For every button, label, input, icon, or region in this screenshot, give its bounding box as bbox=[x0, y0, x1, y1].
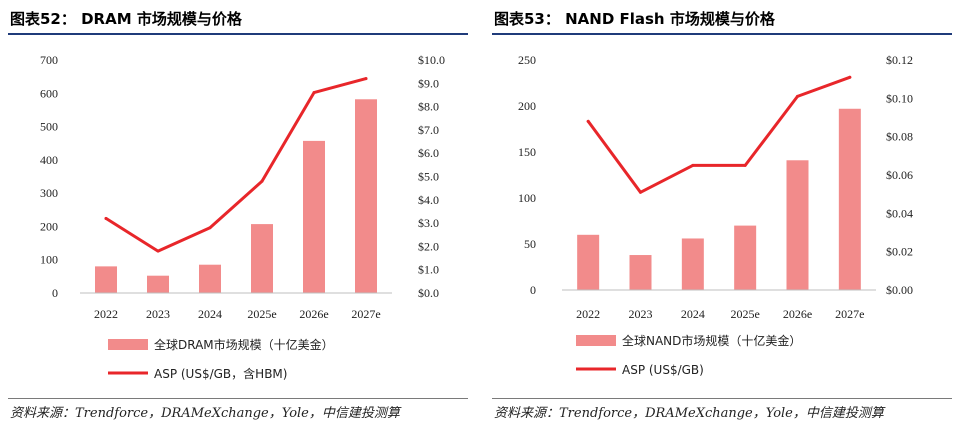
nand-chart: 250 200 150 100 50 0 $0.12 $0.10 $0.08 $0.06 $0.04… bbox=[518, 53, 913, 377]
y-right-tick-label: $0.02 bbox=[886, 245, 913, 259]
y-right-tick-label: $6.0 bbox=[418, 146, 439, 160]
asp-point bbox=[743, 163, 747, 167]
asp-point bbox=[691, 163, 695, 167]
asp-point bbox=[104, 216, 108, 220]
bar bbox=[734, 225, 757, 290]
asp-point bbox=[639, 190, 642, 194]
asp-point bbox=[260, 179, 264, 183]
figure-title: 图表53： NAND Flash 市场规模与价格 bbox=[494, 10, 775, 28]
y-left-tick-label: 100 bbox=[40, 253, 58, 267]
title-rule bbox=[8, 33, 468, 35]
asp-point bbox=[156, 249, 160, 253]
title-rule bbox=[492, 33, 952, 35]
legend-bar-label: 全球DRAM市场规模（十亿美金） bbox=[154, 337, 334, 352]
bar bbox=[838, 108, 861, 290]
bar bbox=[147, 275, 169, 293]
asp-point bbox=[586, 119, 590, 123]
x-tick-label: 2026e bbox=[299, 307, 328, 321]
x-tick-label: 2024 bbox=[198, 307, 222, 321]
x-tick-label: 2022 bbox=[576, 307, 600, 321]
y-right-tick-label: $7.0 bbox=[418, 123, 439, 137]
legend-line-label: ASP (US$/GB) bbox=[622, 363, 704, 377]
bar bbox=[681, 238, 704, 290]
dram-panel: 图表52： DRAM 市场规模与价格 700 600 500 400 300 200 100… bbox=[0, 0, 476, 439]
asp-point bbox=[796, 94, 799, 98]
y-left-tick-label: 0 bbox=[530, 283, 536, 297]
y-left-tick-label: 500 bbox=[40, 120, 58, 134]
legend-bar-swatch bbox=[576, 335, 616, 346]
bar bbox=[199, 264, 221, 293]
asp-point bbox=[312, 91, 316, 95]
y-right-tick-label: $5.0 bbox=[418, 170, 439, 184]
x-tick-label: 2023 bbox=[146, 307, 170, 321]
bar bbox=[95, 266, 117, 293]
x-tick-label: 2027e bbox=[351, 307, 380, 321]
asp-point bbox=[848, 75, 852, 79]
y-right-tick-label: $10.0 bbox=[418, 53, 445, 67]
y-left-tick-label: 250 bbox=[518, 53, 536, 67]
source-rule bbox=[8, 398, 468, 399]
y-right-tick-label: $8.0 bbox=[418, 100, 439, 114]
asp-line bbox=[104, 77, 368, 253]
x-tick-label: 2027e bbox=[835, 307, 864, 321]
legend-bar-swatch bbox=[108, 339, 148, 350]
figure-title: 图表52： DRAM 市场规模与价格 bbox=[10, 10, 242, 28]
y-left-tick-label: 200 bbox=[518, 99, 536, 113]
x-tick-label: 2024 bbox=[681, 307, 705, 321]
y-left-tick-label: 600 bbox=[40, 86, 58, 100]
y-left-tick-label: 50 bbox=[524, 237, 536, 251]
x-tick-label: 2023 bbox=[629, 307, 653, 321]
nand-panel: 图表53： NAND Flash 市场规模与价格 250 200 150 100 50 0… bbox=[484, 0, 960, 439]
y-left-tick-label: 200 bbox=[40, 219, 58, 233]
y-left-tick-label: 300 bbox=[40, 186, 58, 200]
bar bbox=[629, 255, 652, 290]
y-right-tick-label: $1.0 bbox=[418, 263, 439, 277]
dram-chart: 700 600 500 400 300 200 100 0 $10.0 $9.0 $8.0 $7.0 $… bbox=[40, 53, 445, 381]
y-right-tick-label: $0.00 bbox=[886, 283, 913, 297]
y-right-tick-label: $0.12 bbox=[886, 53, 913, 67]
asp-line bbox=[586, 75, 852, 194]
bar bbox=[355, 99, 377, 293]
bar bbox=[577, 234, 600, 290]
y-right-tick-label: $0.10 bbox=[886, 91, 913, 105]
asp-point bbox=[364, 77, 368, 81]
y-left-tick-label: 150 bbox=[518, 145, 536, 159]
bar bbox=[251, 224, 273, 293]
y-left-tick-label: 100 bbox=[518, 191, 536, 205]
y-right-tick-label: $0.08 bbox=[886, 130, 913, 144]
x-tick-label: 2025e bbox=[731, 307, 760, 321]
y-right-tick-label: $9.0 bbox=[418, 76, 439, 90]
x-tick-label: 2025e bbox=[247, 307, 276, 321]
bar bbox=[303, 140, 325, 293]
source-rule bbox=[492, 398, 952, 399]
source-note: 资料来源：Trendforce，DRAMeXchange，Yole，中信建投测算 bbox=[494, 406, 884, 421]
y-right-tick-label: $2.0 bbox=[418, 239, 439, 253]
y-right-tick-label: $3.0 bbox=[418, 216, 439, 230]
legend-line-label: ASP (US$/GB，含HBM) bbox=[154, 366, 287, 381]
bar bbox=[786, 160, 809, 290]
source-note: 资料来源：Trendforce，DRAMeXchange，Yole，中信建投测算 bbox=[10, 406, 400, 421]
asp-point bbox=[208, 226, 212, 230]
y-left-tick-label: 0 bbox=[52, 286, 58, 300]
y-left-tick-label: 400 bbox=[40, 153, 58, 167]
y-right-tick-label: $0.04 bbox=[886, 206, 913, 220]
legend-bar-label: 全球NAND市场规模（十亿美金） bbox=[622, 333, 801, 348]
y-right-tick-label: $0.0 bbox=[418, 286, 439, 300]
y-right-tick-label: $4.0 bbox=[418, 193, 439, 207]
y-right-tick-label: $0.06 bbox=[886, 168, 913, 182]
y-left-tick-label: 700 bbox=[40, 53, 58, 67]
x-tick-label: 2022 bbox=[94, 307, 118, 321]
x-tick-label: 2026e bbox=[783, 307, 812, 321]
